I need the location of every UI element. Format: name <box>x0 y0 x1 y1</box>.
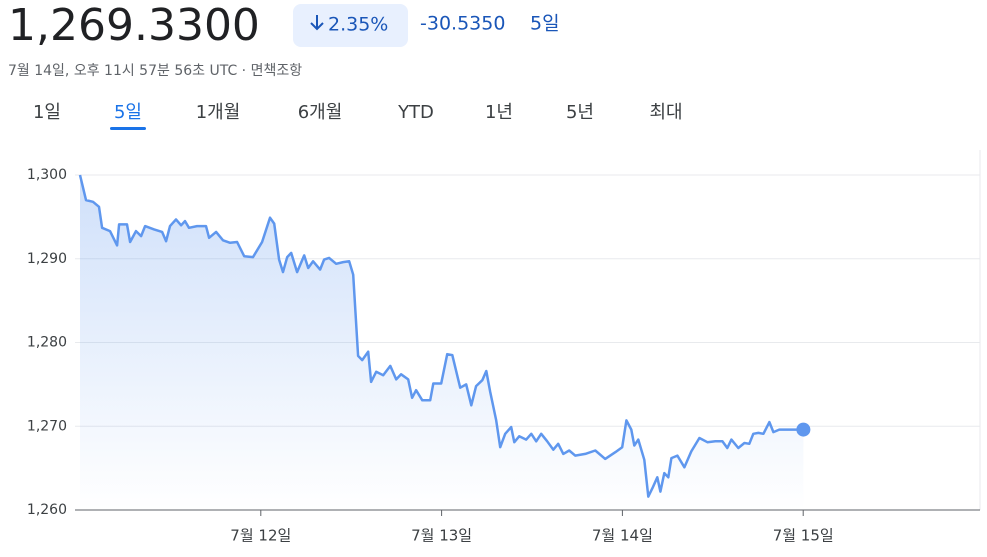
tab[interactable]: 5년 <box>566 102 594 123</box>
y-tick-label: 1,290 <box>27 251 67 267</box>
tab[interactable]: 1일 <box>33 102 61 123</box>
change-pct: 2.35% <box>328 14 388 36</box>
y-tick-label: 1,300 <box>27 167 67 183</box>
x-tick-label: 7월 13일 <box>411 527 472 545</box>
tab[interactable]: 1개월 <box>196 102 241 123</box>
price: 1,269.3300 <box>8 0 260 51</box>
change-abs: -30.5350 <box>420 13 505 35</box>
y-tick-label: 1,280 <box>27 335 67 351</box>
tab[interactable]: 1년 <box>485 102 513 123</box>
y-tick-label: 1,260 <box>27 502 67 518</box>
x-tick-label: 7월 14일 <box>592 527 653 545</box>
tab[interactable]: YTD <box>397 102 434 123</box>
tab-underline <box>110 127 146 130</box>
change-period: 5일 <box>530 13 560 35</box>
tab[interactable]: 5일 <box>114 102 142 123</box>
y-tick-label: 1,270 <box>27 418 67 434</box>
x-tick-label: 7월 12일 <box>230 527 291 545</box>
area <box>80 175 804 510</box>
last-point <box>796 422 811 437</box>
timestamp: 7월 14일, 오후 11시 57분 56초 UTC · 면책조항 <box>8 63 302 79</box>
down-arrow <box>310 15 324 31</box>
chart: 1,260 1,270 1,280 1,290 1,300 7월 12일 7월 13일 7월 … <box>27 150 981 545</box>
change-badge <box>293 4 408 47</box>
x-tick-label: 7월 15일 <box>773 527 834 545</box>
tab[interactable]: 6개월 <box>298 102 343 123</box>
tab[interactable]: 최대 <box>649 102 682 123</box>
price-line <box>78 174 804 498</box>
tabs: 1일 5일 1개월 6개월 YTD 1년 5년 최대 <box>33 102 683 130</box>
